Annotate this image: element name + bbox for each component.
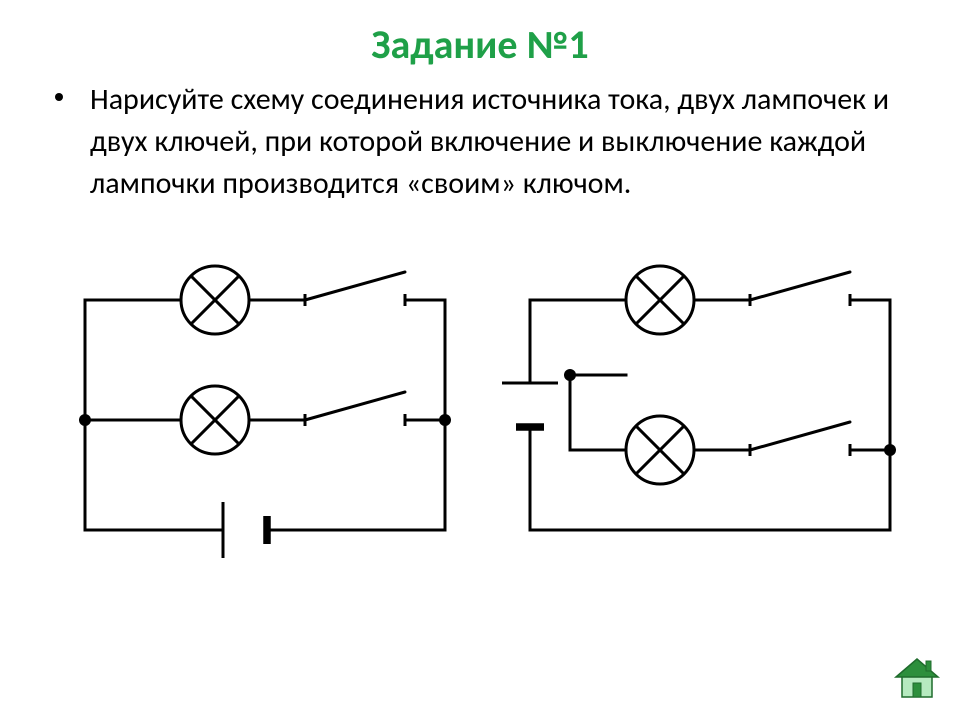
task-text-block: Нарисуйте схему соединения источника ток… bbox=[0, 79, 960, 205]
bullet-icon bbox=[55, 93, 63, 101]
circuit-diagram-right bbox=[485, 230, 915, 560]
task-text: Нарисуйте схему соединения источника ток… bbox=[90, 81, 889, 202]
diagrams-row bbox=[0, 230, 960, 560]
circuit-diagram-left bbox=[45, 230, 465, 560]
page-title: Задание №1 bbox=[0, 0, 960, 79]
home-icon[interactable] bbox=[892, 653, 942, 706]
